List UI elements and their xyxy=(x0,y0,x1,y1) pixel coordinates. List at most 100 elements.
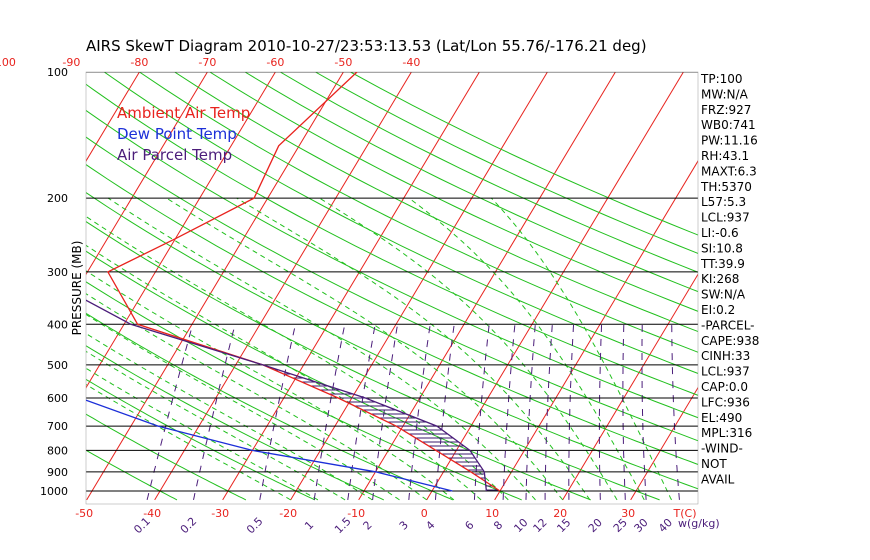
mixing-ratio-tick-label: 2 xyxy=(361,518,375,532)
bottom-temp-tick-label: 30 xyxy=(621,507,635,520)
pressure-tick-label: 900 xyxy=(47,466,68,479)
moist-adiabat-line xyxy=(408,197,645,501)
side-panel-item: TH:5370 xyxy=(700,180,752,194)
legend-ambient-air-temp: Ambient Air Temp xyxy=(117,104,250,122)
plot-frame xyxy=(85,71,699,505)
pressure-tick-label: 200 xyxy=(47,192,68,205)
y-axis-label: PRESSURE (MB) xyxy=(70,241,84,336)
dry-adiabat-line xyxy=(139,72,698,353)
side-panel-item: FRZ:927 xyxy=(701,103,751,117)
ambient-air-temp-line xyxy=(106,72,501,492)
side-panel-item: MAXT:6.3 xyxy=(701,164,757,178)
isotherm-line xyxy=(86,72,140,162)
side-panel-item: KI:268 xyxy=(701,272,739,286)
mixing-ratio-tick-label: 4 xyxy=(423,518,437,532)
side-panel-item: MW:N/A xyxy=(701,87,749,101)
side-panel-item: AVAIL xyxy=(701,472,735,486)
dry-adiabat-line xyxy=(174,72,698,333)
moist-adiabat-line xyxy=(166,197,564,501)
top-temp-tick-label: -100 xyxy=(0,56,16,69)
mixing-ratio-line xyxy=(544,324,553,500)
side-panel-item: -WIND- xyxy=(701,442,743,456)
mixing-ratio-tick-label: 12 xyxy=(531,516,550,535)
mixing-ratio-line xyxy=(598,324,603,500)
grid-clipped xyxy=(0,63,870,501)
side-panel-item: CAP:0.0 xyxy=(701,380,748,394)
mixing-ratio-line xyxy=(568,324,575,500)
moist-adiabat-line xyxy=(86,350,346,501)
isotherm-line xyxy=(86,72,208,276)
moist-adiabat-line xyxy=(107,197,536,501)
pressure-tick-label: 600 xyxy=(47,392,68,405)
dew-point-temp-line xyxy=(86,399,453,492)
mixing-ratio-tick-label: 10 xyxy=(511,516,530,535)
mixing-ratio-line xyxy=(473,324,490,500)
side-panel-item: SI:10.8 xyxy=(701,241,743,255)
side-panel-item: RH:43.1 xyxy=(701,149,749,163)
bottom-temp-tick-label: 20 xyxy=(553,507,567,520)
mixing-ratio-tick-label: 0.5 xyxy=(244,515,266,537)
legend: Ambient Air Temp Dew Point Temp Air Parc… xyxy=(117,104,250,164)
pressure-tick-label: 400 xyxy=(47,318,68,331)
side-panel-item: TP:100 xyxy=(700,72,743,86)
mixing-ratio-tick-label: 1 xyxy=(302,518,316,532)
moist-adiabat-line xyxy=(86,270,455,501)
isotherm-line xyxy=(562,273,698,501)
air-parcel-temp-line xyxy=(86,299,488,492)
temperature-unit-label: T(C) xyxy=(673,507,697,520)
isotherm-line xyxy=(0,63,9,500)
dry-adiabat-line xyxy=(315,72,698,254)
mixing-ratio-tick-label: 0.2 xyxy=(178,515,200,537)
bottom-temp-tick-label: -20 xyxy=(279,507,297,520)
bottom-temp-tick-label: 10 xyxy=(485,507,499,520)
dry-adiabat-line xyxy=(86,221,660,501)
moist-adiabat-line xyxy=(86,313,400,501)
side-panel-item: LFC:936 xyxy=(701,395,750,409)
series-layer xyxy=(86,72,501,492)
isotherm-line xyxy=(767,63,870,500)
pressure-tick-label: 300 xyxy=(47,266,68,279)
isotherm-line xyxy=(86,72,344,501)
pressure-tick-label: 1000 xyxy=(40,485,68,498)
side-panel-item: LCL:937 xyxy=(701,211,750,225)
dry-adiabat-line xyxy=(86,312,454,501)
mixing-ratio-tick-label: 20 xyxy=(586,516,605,535)
pressure-tick-label: 800 xyxy=(47,444,68,457)
dry-adiabat-line xyxy=(86,192,698,490)
top-temp-tick-label: -60 xyxy=(266,56,284,69)
series-clipped xyxy=(86,72,501,492)
moist-adiabat-line xyxy=(491,197,672,501)
dry-adiabat-line xyxy=(86,449,178,501)
dry-adiabat-line xyxy=(86,109,698,419)
pressure-tick-label: 700 xyxy=(47,420,68,433)
side-panel-item: EL:490 xyxy=(701,411,742,425)
mixing-ratio-line xyxy=(671,324,680,500)
mixing-ratio-line xyxy=(502,324,516,500)
side-panel-item: SW:N/A xyxy=(701,288,746,302)
mixing-ratio-tick-label: 3 xyxy=(397,518,411,532)
top-temp-tick-label: -70 xyxy=(198,56,216,69)
chart-title: AIRS SkewT Diagram 2010-10-27/23:53:13.5… xyxy=(86,37,647,55)
dry-adiabat-line xyxy=(86,163,698,465)
side-panel-item: WB0:741 xyxy=(701,118,756,132)
mixing-ratio-line xyxy=(259,324,296,500)
isotherm-line xyxy=(0,63,77,500)
isotherm-line xyxy=(426,72,684,501)
bottom-temp-tick-label: -10 xyxy=(347,507,365,520)
side-panel-item: L57:5.3 xyxy=(701,195,746,209)
moist-adiabat-line xyxy=(319,197,618,501)
side-panel-item: LI:-0.6 xyxy=(701,226,739,240)
mixing-ratio-line xyxy=(193,324,236,501)
legend-dew-point-temp: Dew Point Temp xyxy=(117,125,237,143)
dry-adiabat-line xyxy=(86,136,698,442)
moist-adiabat-line xyxy=(86,367,319,501)
dry-adiabat-line xyxy=(244,72,698,293)
isotherm-line xyxy=(154,72,412,501)
mixing-ratio-line xyxy=(408,324,431,500)
legend-air-parcel-temp: Air Parcel Temp xyxy=(117,146,232,164)
mixing-ratio-line xyxy=(372,324,399,500)
side-panel-item: PW:11.16 xyxy=(701,134,758,148)
isotherm-line xyxy=(358,72,616,501)
